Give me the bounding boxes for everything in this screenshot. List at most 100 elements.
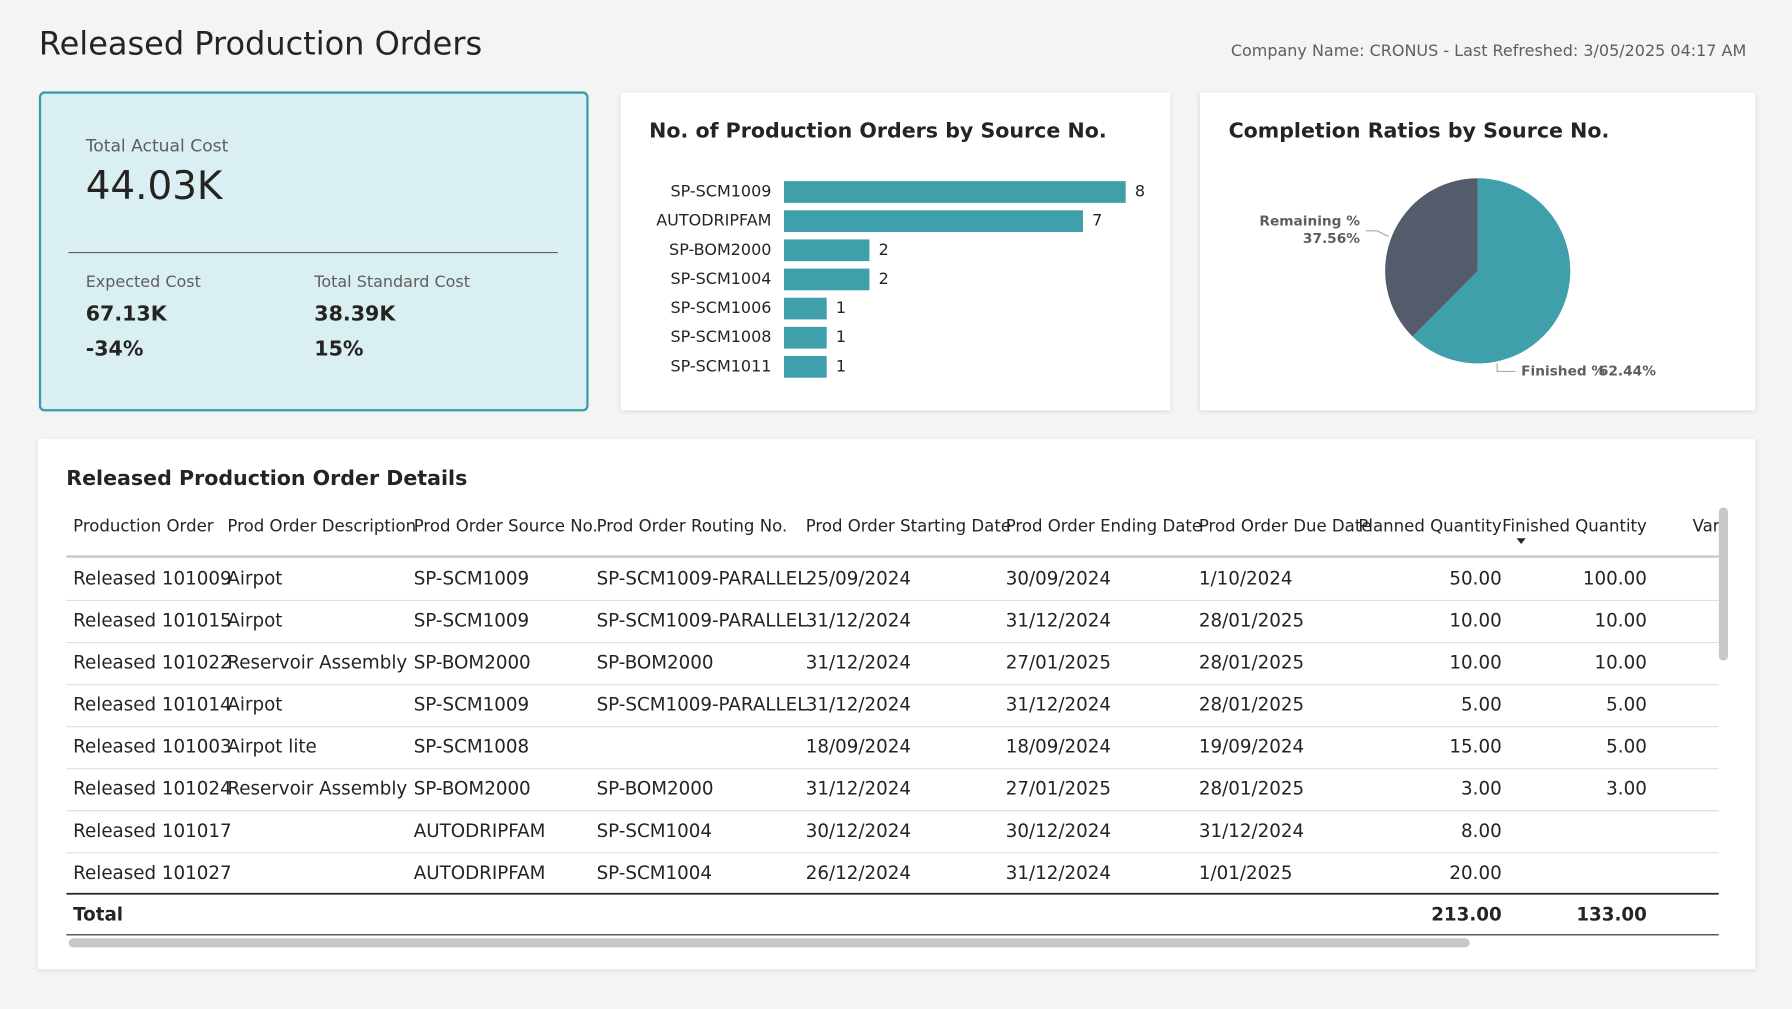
column-header: Variance — [1693, 516, 1765, 535]
table-cell: SP-BOM2000 — [597, 653, 714, 674]
y-tick-label: SP-SCM1008 — [670, 327, 771, 346]
table-title: Released Production Order Details — [66, 466, 467, 490]
total-cell: 213.00 — [1431, 904, 1502, 925]
data-label: 2 — [879, 240, 889, 259]
column-header: Planned Quantity — [1358, 516, 1501, 535]
bar-card — [620, 92, 1171, 411]
table-cell: 31/12/2024 — [806, 610, 911, 631]
data-label: 7 — [1092, 211, 1102, 230]
column-header: Prod Order Source No. — [414, 516, 598, 535]
total-label: Total — [73, 904, 123, 925]
table-cell: 31/12/2024 — [806, 695, 911, 716]
page-title: Released Production Orders — [39, 25, 482, 63]
table-cell: 5.00 — [1606, 737, 1647, 758]
y-tick-label: AUTODRIPFAM — [656, 211, 771, 230]
table: Production Order Prod Order DescriptionPr… — [66, 516, 1765, 936]
table-cell: 31/12/2024 — [1006, 863, 1111, 884]
bar — [783, 210, 1083, 232]
pie-slice — [1412, 178, 1571, 364]
y-tick-label: SP-SCM1009 — [670, 181, 771, 200]
slice-label: Remaining % — [1259, 214, 1360, 230]
slice-label: Finished % — [1521, 363, 1605, 379]
bar — [783, 355, 827, 378]
table-cell: Airpot lite — [227, 737, 316, 758]
kpi-item-label: Total Standard Cost — [313, 272, 470, 291]
table-cell: 1/01/2025 — [1199, 863, 1293, 884]
table-cell: 8.00 — [1461, 821, 1502, 842]
bar — [783, 268, 870, 291]
kpi-value: 44.03K — [86, 164, 224, 209]
table-cell: 18/09/2024 — [806, 737, 911, 758]
table-cell: AUTODRIPFAM — [414, 821, 546, 842]
table-cell: 5.00 — [1606, 695, 1647, 716]
table-cell: Airpot — [227, 695, 282, 716]
data-label: 1 — [836, 298, 846, 317]
table-cell: Released 101022 — [73, 653, 232, 674]
bar — [783, 181, 1126, 203]
data-label: 8 — [1135, 181, 1145, 200]
column-header: Prod Order Starting Date — [806, 516, 1011, 535]
column-header: Finished Quantity — [1502, 516, 1647, 535]
table-cell: 27/01/2025 — [1006, 653, 1111, 674]
kpi-item-change: -34% — [86, 337, 144, 361]
table-cell: 15.00 — [1449, 737, 1501, 758]
table-cell: SP-BOM2000 — [597, 779, 714, 800]
table-cell: Reservoir Assembly — [227, 653, 407, 674]
table-card — [37, 438, 1756, 970]
kpi-item-label: Expected Cost — [86, 272, 201, 291]
table-cell: 5.00 — [1461, 695, 1502, 716]
kpi-card — [38, 91, 589, 412]
table-cell: SP-BOM2000 — [414, 653, 531, 674]
table-cell: 10.00 — [1449, 653, 1501, 674]
column-header: Prod Order Due Date — [1199, 516, 1372, 535]
table-cell: Released 101027 — [73, 863, 232, 884]
table-cell: 31/12/2024 — [1199, 821, 1304, 842]
table-cell: SP-SCM1004 — [597, 821, 712, 842]
data-label: 1 — [836, 356, 846, 375]
table-cell: SP-SCM1009-PARALLEL — [597, 695, 809, 716]
leader-line — [1365, 230, 1389, 238]
chart-title: Completion Ratios by Source No. — [1229, 118, 1610, 142]
table-cell: AUTODRIPFAM — [414, 863, 546, 884]
table-cell: 25/09/2024 — [806, 568, 911, 589]
pie-slice — [1385, 178, 1478, 337]
table-cell: 31/12/2024 — [1006, 695, 1111, 716]
table-cell: 28/01/2025 — [1199, 779, 1304, 800]
y-tick-label: SP-SCM1011 — [670, 356, 771, 375]
table-cell: 1/10/2024 — [1199, 568, 1293, 589]
column-header: Prod Order Ending Date — [1006, 516, 1202, 535]
table-cell: 18/09/2024 — [1006, 737, 1111, 758]
column-header: Production Order — [73, 516, 214, 535]
y-tick-label: SP-SCM1006 — [670, 298, 771, 317]
table-cell: 28/01/2025 — [1199, 653, 1304, 674]
data-label: 2 — [879, 269, 889, 288]
table-cell: 50.00 — [1449, 568, 1501, 589]
table-cell: SP-SCM1009-PARALLEL — [597, 610, 809, 631]
refresh-info: Company Name: CRONUS - Last Refreshed: 3… — [1231, 41, 1746, 60]
table-cell: 19/09/2024 — [1199, 737, 1304, 758]
table-cell: 20.00 — [1449, 863, 1501, 884]
table-cell: SP-SCM1009-PARALLEL — [597, 568, 809, 589]
table-cell: 30/12/2024 — [1006, 821, 1111, 842]
vertical-scrollbar[interactable] — [1718, 507, 1728, 661]
table-cell: SP-SCM1009 — [414, 610, 529, 631]
sort-indicator — [1516, 538, 1526, 544]
table-cell: 31/12/2024 — [806, 779, 911, 800]
table-cell: 26/12/2024 — [806, 863, 911, 884]
table-cell: 31/12/2024 — [806, 653, 911, 674]
kpi-item-change: 15% — [314, 337, 363, 361]
bar — [783, 239, 870, 262]
column-header: Prod Order Description — [227, 516, 416, 535]
horizontal-scrollbar[interactable] — [68, 938, 1470, 948]
table-cell: Released 101024 — [73, 779, 232, 800]
total-cell: 133.00 — [1576, 904, 1647, 925]
table-cell: Released 101014 — [73, 695, 232, 716]
table-cell: 30/12/2024 — [806, 821, 911, 842]
kpi-item-value: 67.13K — [86, 301, 168, 325]
table-cell: 30/09/2024 — [1006, 568, 1111, 589]
slice-value: 37.56% — [1303, 231, 1360, 247]
table-cell: Released 101009 — [73, 568, 232, 589]
column-header: Prod Order Routing No. — [597, 516, 788, 535]
